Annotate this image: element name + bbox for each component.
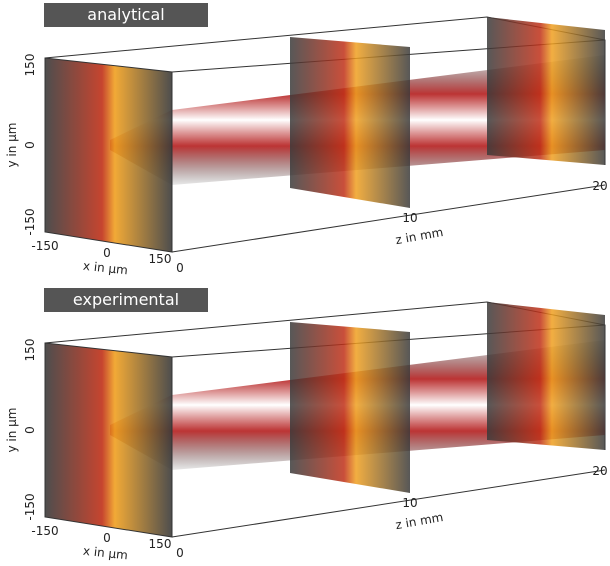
y-tick-label: 0 [23, 141, 37, 149]
slice-middle [290, 37, 410, 208]
slice-front [45, 58, 172, 252]
y-tick-label: 0 [23, 426, 37, 434]
x-tick-label: 150 [149, 537, 172, 551]
x-tick-label: -150 [31, 239, 58, 253]
y-tick-label: 150 [23, 54, 37, 77]
y-axis-title: y in µm [5, 123, 19, 168]
y-axis-title: y in µm [5, 408, 19, 453]
panel: analytical 150 0 -150 y in µm -150 0 150 x in µm… [5, 3, 608, 277]
panel: experimental 150 0 -150 y in µm -150 0 150 x in … [5, 288, 608, 562]
y-tick-label: 150 [23, 339, 37, 362]
x-tick-label: 0 [103, 531, 111, 545]
slice-middle [290, 322, 410, 493]
z-tick-label: 10 [402, 211, 417, 225]
z-tick-label: 10 [402, 496, 417, 510]
panel-label: analytical [87, 5, 164, 24]
x-tick-label: 150 [149, 252, 172, 266]
x-tick-label: 0 [103, 246, 111, 260]
y-tick-label: -150 [23, 493, 37, 520]
x-axis-title: x in µm [82, 544, 128, 563]
z-axis-title: z in mm [394, 225, 444, 247]
x-axis-title: x in µm [82, 259, 128, 278]
panel-label: experimental [73, 290, 179, 309]
slice-front [45, 343, 172, 537]
z-tick-label: 0 [176, 546, 184, 560]
z-axis-title: z in mm [394, 510, 444, 532]
y-tick-label: -150 [23, 208, 37, 235]
slice-back [487, 17, 605, 165]
z-tick-label: 20 [592, 464, 607, 478]
figure: analytical 150 0 -150 y in µm -150 0 150 x in µm… [0, 0, 610, 566]
x-tick-label: -150 [31, 524, 58, 538]
z-tick-label: 20 [592, 179, 607, 193]
slice-back [487, 302, 605, 450]
z-tick-label: 0 [176, 261, 184, 275]
